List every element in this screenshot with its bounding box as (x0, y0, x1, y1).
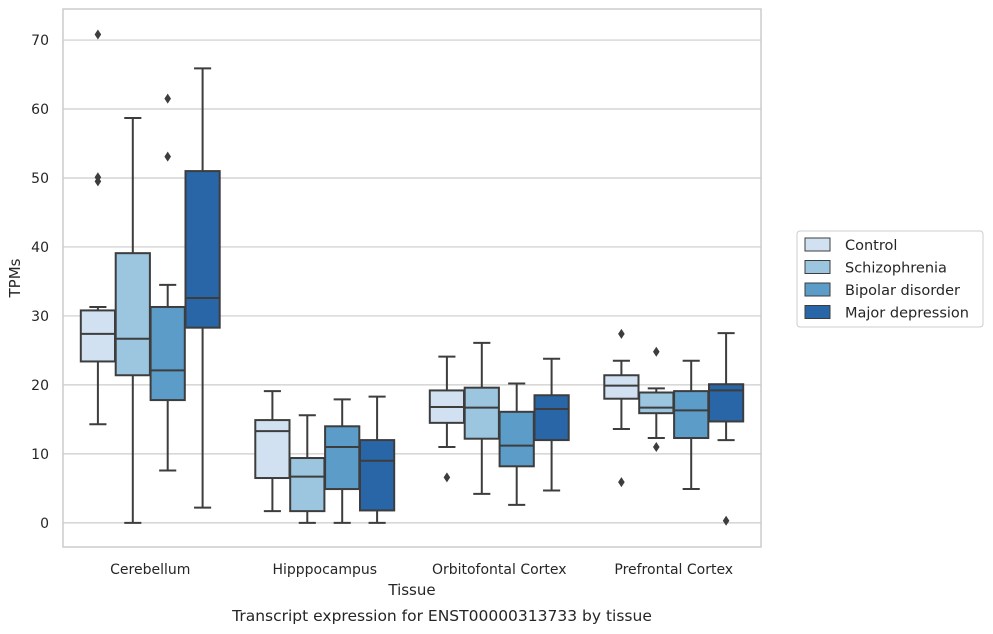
box-iqr (149, 305, 186, 402)
box-major-depression-0 (184, 67, 221, 509)
legend-frame (796, 230, 984, 328)
box-iqr (79, 309, 117, 363)
box-iqr (533, 394, 570, 442)
legend-swatch (804, 237, 831, 252)
y-tick-label-10: 10 (31, 447, 49, 463)
box-bipolar-disorder-3 (673, 359, 710, 491)
legend-label: Schizophrenia (845, 261, 947, 277)
box-control-2 (428, 355, 466, 483)
legend-swatch (804, 282, 831, 297)
outlier-point (164, 93, 171, 104)
box-schizophrenia-2 (463, 341, 500, 495)
y-axis-label: TPMs (6, 258, 24, 298)
box-major-depression-1 (358, 395, 396, 524)
y-tick-labels: 0 10 20 30 40 50 60 70 (31, 33, 49, 532)
legend-label: Control (845, 238, 897, 254)
legend-label: Bipolar disorder (845, 283, 960, 299)
box-control-0 (79, 29, 117, 426)
box-iqr (638, 391, 675, 415)
y-tick-label-50: 50 (31, 171, 49, 187)
chart-caption: Transcript expression for ENST0000031373… (231, 607, 652, 625)
box-iqr (324, 425, 361, 491)
outlier-point (618, 328, 625, 339)
outlier-point (722, 515, 730, 526)
box-major-depression-2 (533, 357, 570, 492)
y-tick-label-40: 40 (31, 240, 49, 256)
box-iqr (358, 439, 396, 512)
box-groups (79, 29, 745, 526)
x-axis-label: Tissue (387, 581, 435, 599)
legend-label: Major depression (845, 306, 969, 322)
outlier-point (94, 29, 102, 40)
box-iqr (114, 252, 151, 377)
legend-swatch (804, 260, 831, 274)
box-bipolar-disorder-0 (149, 93, 186, 472)
outlier-point (443, 472, 451, 483)
y-tick-label-20: 20 (31, 378, 49, 394)
box-schizophrenia-1 (289, 414, 326, 524)
box-iqr (289, 457, 326, 513)
box-control-1 (254, 390, 291, 513)
x-tick-labels: Cerebellum Hipppocampus Orbitofontal Corte… (110, 562, 733, 578)
x-tick-label: Orbitofontal Cortex (432, 562, 567, 578)
outlier-point (94, 172, 102, 183)
y-tick-label-70: 70 (31, 33, 49, 49)
y-tick-label-60: 60 (31, 102, 49, 118)
box-major-depression-3 (707, 332, 745, 526)
x-tick-label: Prefrontal Cortex (614, 562, 733, 578)
y-tick-label-30: 30 (31, 309, 49, 325)
box-schizophrenia-3 (638, 346, 675, 452)
outlier-point (618, 477, 625, 488)
box-bipolar-disorder-2 (498, 382, 535, 506)
x-tick-label: Hipppocampus (272, 562, 377, 578)
box-iqr (673, 390, 710, 440)
outlier-point (164, 151, 171, 162)
legend: Control Schizophrenia Bipolar disorder Majo… (796, 230, 984, 328)
box-schizophrenia-0 (114, 116, 151, 524)
box-iqr (463, 386, 500, 440)
box-iqr (603, 374, 640, 400)
box-bipolar-disorder-1 (324, 398, 361, 524)
box-iqr (498, 410, 535, 468)
legend-swatch (804, 305, 831, 319)
box-iqr (184, 170, 221, 329)
y-tick-label-0: 0 (40, 516, 49, 532)
plot-frame (62, 8, 762, 548)
box-control-3 (603, 328, 640, 488)
x-tick-label: Cerebellum (110, 562, 190, 578)
box-iqr (254, 419, 291, 480)
outlier-point (653, 346, 660, 357)
outlier-point (653, 441, 660, 452)
